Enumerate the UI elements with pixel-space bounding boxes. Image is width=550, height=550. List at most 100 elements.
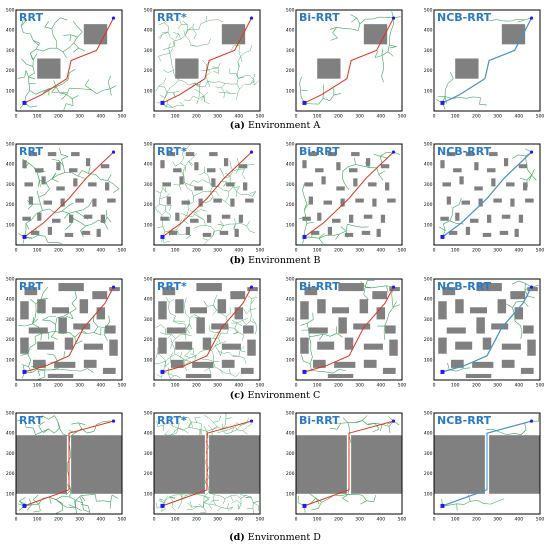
tree-edge [174, 374, 181, 378]
tree-edge [510, 18, 518, 22]
tree-edge [74, 332, 81, 338]
plot-frame [15, 143, 123, 246]
tree-edge [61, 206, 68, 212]
x-tick-label: 200 [54, 383, 63, 389]
tree-edge [249, 45, 253, 51]
tree-edge [244, 50, 251, 53]
tree-edge [206, 68, 213, 71]
x-tick-label: 500 [398, 383, 407, 389]
tree-edge [340, 422, 349, 424]
tree-edge [250, 80, 256, 85]
tree-edge [517, 19, 525, 23]
tree-edge [220, 350, 222, 356]
tree-edge [252, 318, 256, 324]
tree-edge [378, 174, 384, 181]
obstacle [385, 182, 390, 191]
tree-edge [168, 373, 171, 379]
tree-edge [389, 31, 392, 39]
tree-edge [519, 177, 527, 181]
tree-edge [159, 498, 166, 502]
tree-edge [212, 230, 215, 237]
goal-marker [529, 150, 534, 154]
tree-edge [35, 228, 39, 236]
tree-edge [220, 220, 224, 226]
tree-edge [362, 420, 369, 426]
tree-edge [389, 44, 397, 47]
y-tick-label: 200 [144, 337, 153, 343]
obstacle [363, 24, 388, 45]
tree-edge [168, 47, 171, 54]
plot-panel: 0 100 100 200 200 300 300 400 400 500 500 RRT [6, 8, 127, 120]
y-tick-label: 200 [286, 471, 295, 477]
tree-edge [242, 426, 248, 431]
obstacle [64, 337, 74, 350]
tree-edge [390, 24, 394, 32]
tree-edge [38, 504, 41, 511]
obstacle [372, 198, 377, 207]
tree-edge [162, 47, 169, 50]
y-tick-label: 200 [286, 337, 295, 343]
tree-edge [208, 236, 213, 241]
tree-edge [213, 420, 220, 423]
tree-edge [483, 503, 491, 505]
tree-edge [172, 425, 179, 429]
tree-edge [182, 152, 184, 159]
y-tick-label: 400 [144, 297, 153, 303]
tree-edge [19, 497, 26, 502]
tree-edge [208, 424, 213, 430]
y-tick-label: 300 [424, 317, 433, 323]
tree-edge [208, 366, 215, 369]
tree-edge [531, 168, 535, 176]
tree-edge [49, 497, 57, 500]
obstacle [380, 164, 390, 169]
tree-edge [235, 223, 242, 225]
tree-edge [185, 30, 188, 36]
tree-edge [107, 75, 111, 83]
planned-path [24, 420, 114, 507]
x-tick-label: 500 [118, 248, 127, 254]
tree-edge [345, 230, 348, 238]
tree-edge [204, 492, 209, 497]
obstacle [71, 152, 80, 157]
tree-edge [204, 498, 210, 503]
tree-edge [66, 88, 70, 95]
tree-edge [21, 364, 29, 367]
obstacle [160, 160, 165, 169]
tree-edge [38, 376, 45, 380]
tree-edge [204, 172, 209, 177]
tree-edge [17, 76, 25, 79]
tree-edge [63, 103, 67, 111]
tree-edge [80, 230, 84, 238]
tree-edge [38, 421, 45, 427]
tree-edge [93, 326, 99, 333]
obstacle [185, 226, 191, 235]
y-tick-label: 100 [424, 357, 433, 363]
obstacle [489, 152, 498, 157]
tree-edge [42, 316, 49, 321]
obstacle [56, 186, 65, 191]
tree-edge [51, 178, 59, 183]
tree-edge [171, 64, 174, 71]
tree-edge [217, 431, 224, 433]
tree-edge [35, 310, 43, 314]
tree-edge [113, 188, 120, 194]
tree-edge [387, 51, 394, 57]
tree-edge [75, 500, 83, 504]
tree-edge [231, 319, 238, 324]
tree-edge [32, 40, 39, 46]
tree-edge [108, 315, 110, 323]
tree-edge [350, 14, 357, 19]
x-tick-label: 400 [97, 114, 106, 120]
tree-edge [51, 28, 54, 36]
obstacle [474, 186, 483, 191]
tree-edge [86, 332, 95, 334]
tree-edge [29, 90, 37, 95]
tree-edge [174, 38, 181, 42]
algorithm-title: NCB-RRT [437, 414, 492, 427]
tree-edge [167, 334, 172, 339]
tree-edge [513, 433, 522, 435]
tree-edge [57, 421, 61, 429]
tree-edge [236, 500, 242, 505]
tree-edge [232, 355, 239, 357]
goal-marker [391, 419, 396, 423]
